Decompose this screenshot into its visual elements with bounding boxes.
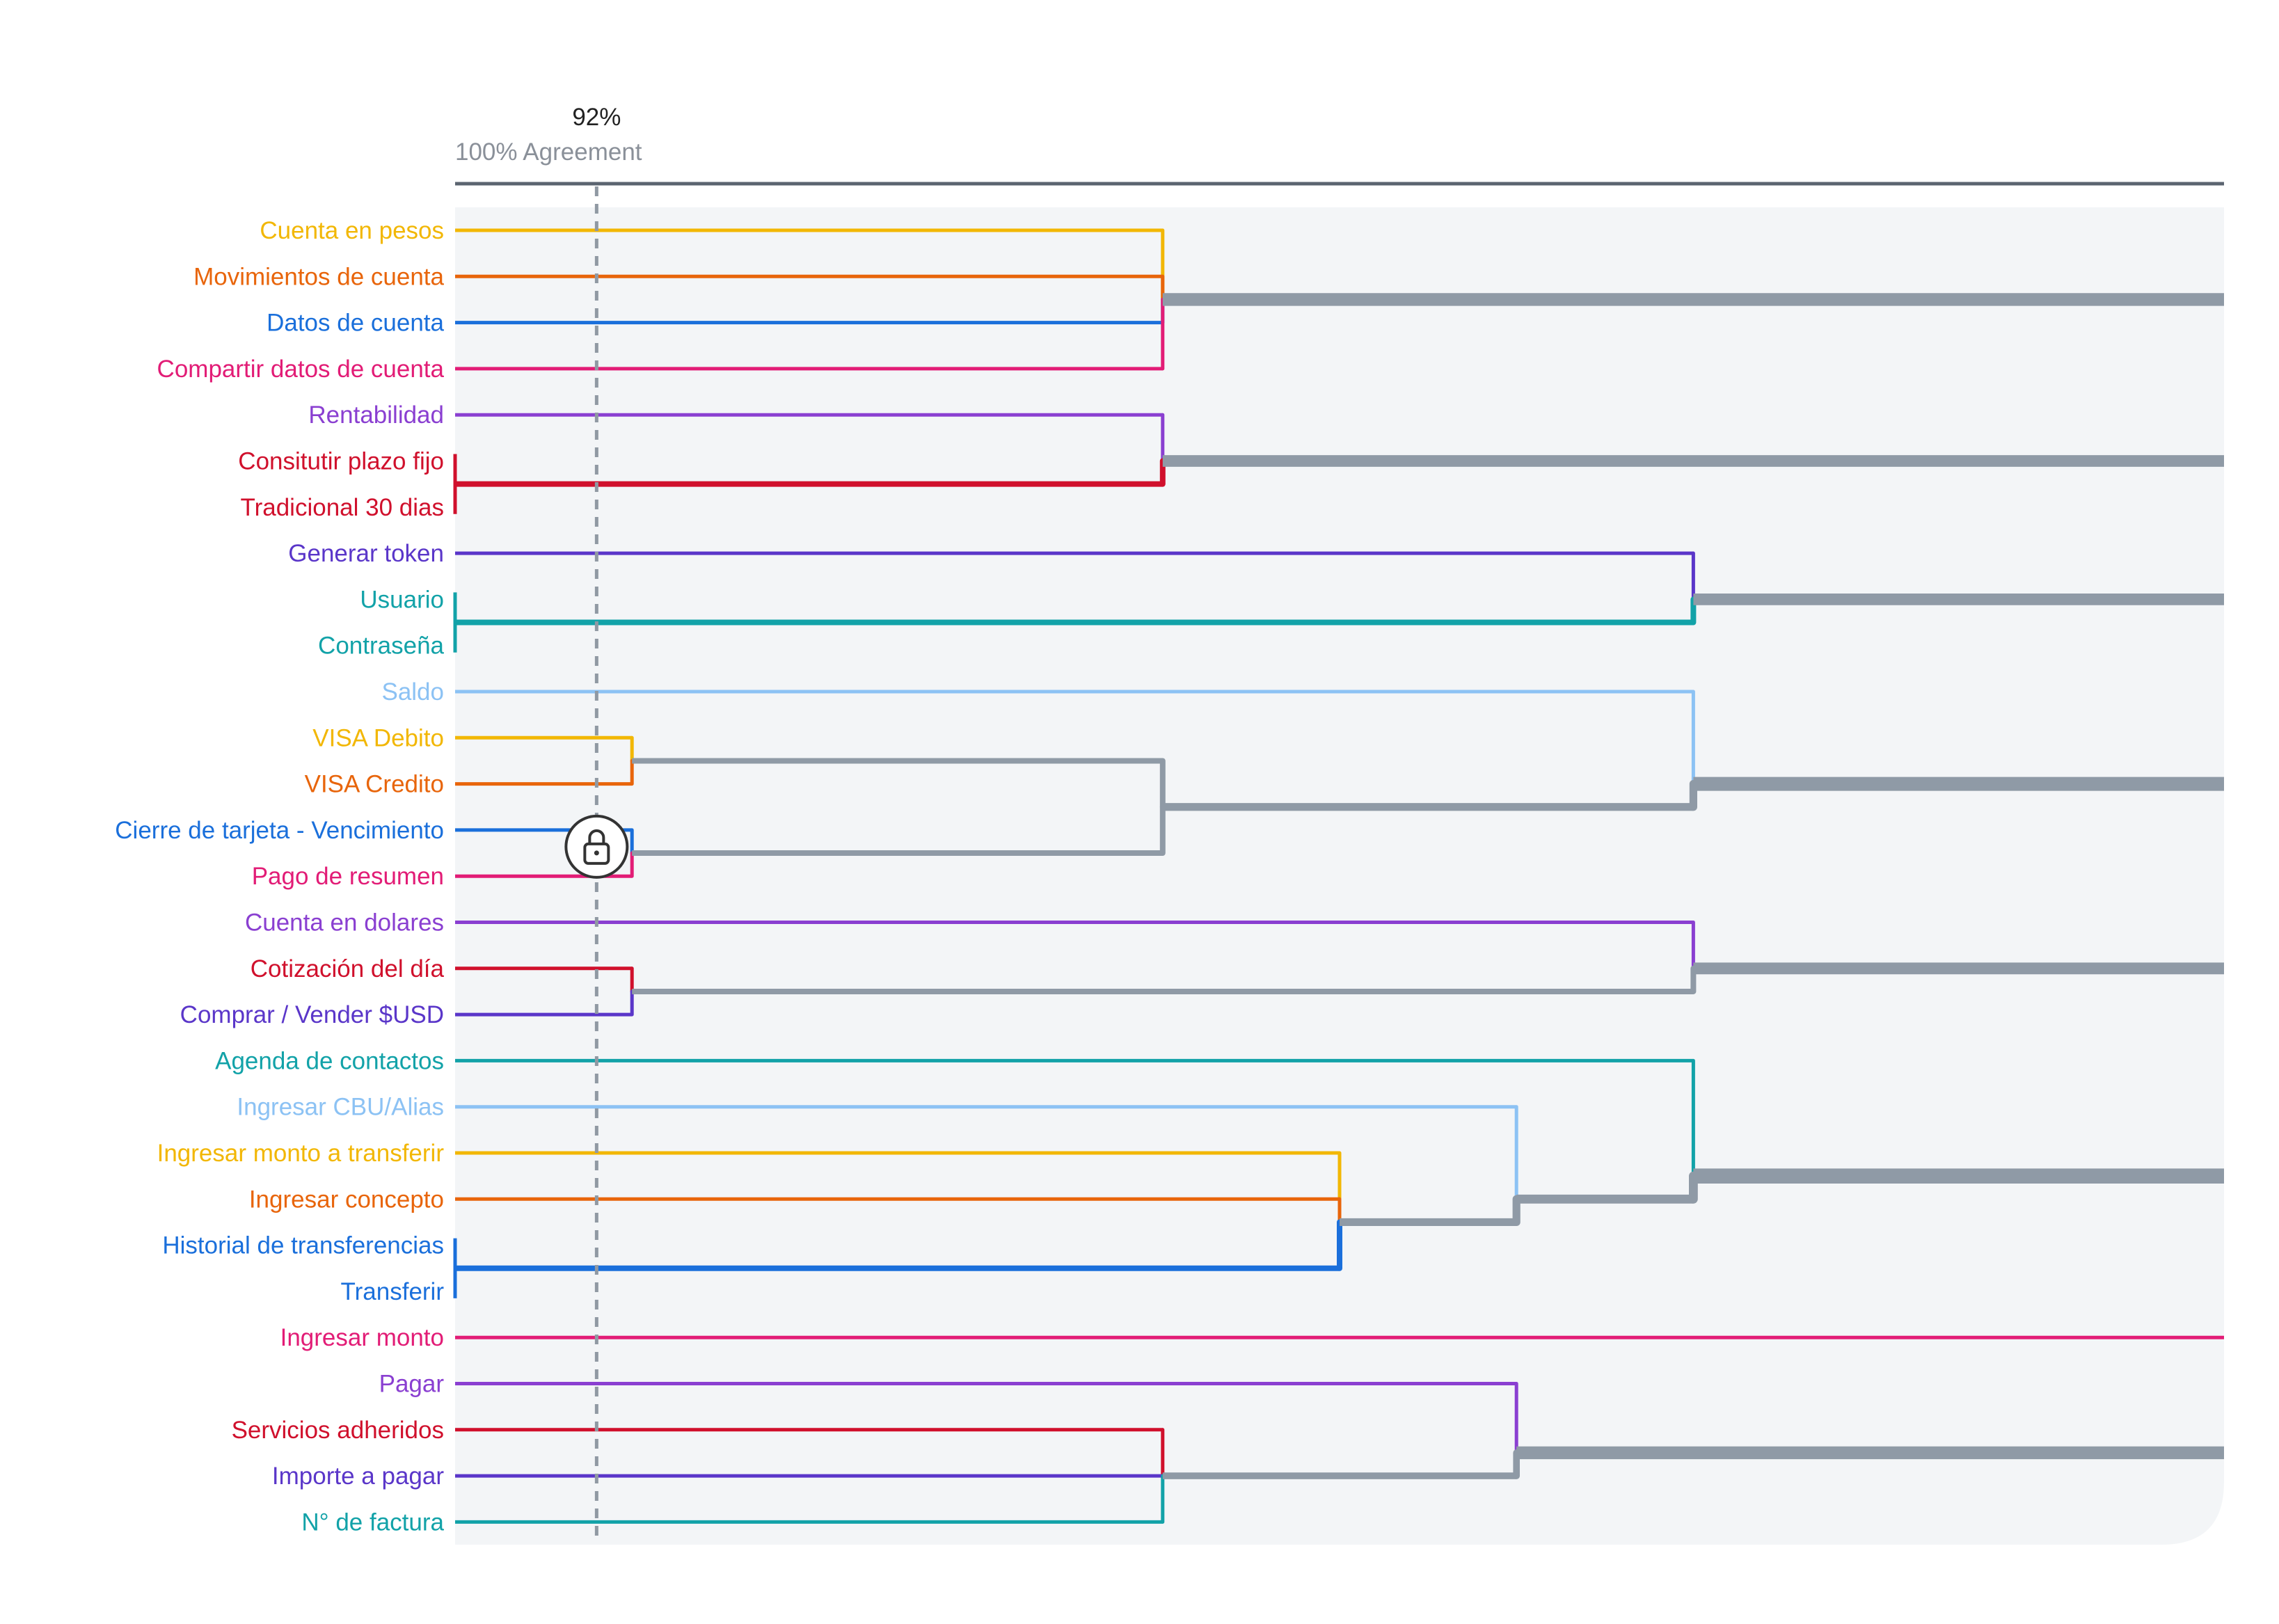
leaf-label[interactable]: Pagar <box>379 1371 445 1398</box>
leaf-label[interactable]: Datos de cuenta <box>267 310 444 337</box>
leaf-label[interactable]: VISA Credito <box>305 771 444 798</box>
dendrogram-links <box>453 228 2224 1524</box>
leaf-label[interactable]: Contraseña <box>318 632 444 660</box>
leaf-label[interactable]: Ingresar concepto <box>249 1186 444 1213</box>
lock-icon[interactable] <box>583 829 610 865</box>
leaf-label[interactable]: Agenda de contactos <box>215 1047 444 1074</box>
leaf-label[interactable]: N° de factura <box>301 1508 444 1536</box>
leaf-label[interactable]: Comprar / Vender $USD <box>180 1001 444 1028</box>
leaf-label[interactable]: Cierre de tarjeta - Vencimiento <box>115 817 444 844</box>
threshold-value-label: 92% <box>572 104 621 131</box>
leaf-label[interactable]: Tradicional 30 dias <box>241 494 444 521</box>
leaf-label[interactable]: Generar token <box>288 540 444 567</box>
threshold-handle[interactable] <box>564 814 629 879</box>
leaf-label[interactable]: Movimientos de cuenta <box>193 263 444 290</box>
leaf-label[interactable]: Cuenta en dolares <box>245 909 444 937</box>
leaf-label[interactable]: Cotización del día <box>251 955 445 982</box>
leaf-label[interactable]: Rentabilidad <box>308 401 444 429</box>
leaf-labels: Cuenta en pesos Movimientos de cuenta Dato… <box>115 217 444 1536</box>
leaf-label[interactable]: Transferir <box>341 1278 445 1305</box>
leaf-label[interactable]: Ingresar CBU/Alias <box>237 1094 444 1121</box>
leaf-label[interactable]: Servicios adheridos <box>232 1417 444 1444</box>
leaf-label[interactable]: Ingresar monto a transferir <box>157 1140 445 1167</box>
leaf-label[interactable]: Historial de transferencias <box>162 1232 444 1259</box>
leaf-label[interactable]: VISA Debito <box>312 724 444 751</box>
leaf-label[interactable]: Ingresar monto <box>280 1324 444 1351</box>
agreement-axis-label: 100% Agreement <box>455 138 642 166</box>
leaf-label[interactable]: Importe a pagar <box>272 1463 444 1490</box>
threshold-handle-circle[interactable] <box>564 814 629 879</box>
leaf-label[interactable]: Pago de resumen <box>252 863 444 890</box>
leaf-label[interactable]: Consitutir plazo fijo <box>238 448 444 475</box>
leaf-label[interactable]: Cuenta en pesos <box>260 217 444 244</box>
leaf-label[interactable]: Saldo <box>381 678 444 706</box>
leaf-label[interactable]: Compartir datos de cuenta <box>157 356 445 383</box>
chart-panel <box>455 207 2224 1545</box>
leaf-label[interactable]: Usuario <box>360 586 444 613</box>
